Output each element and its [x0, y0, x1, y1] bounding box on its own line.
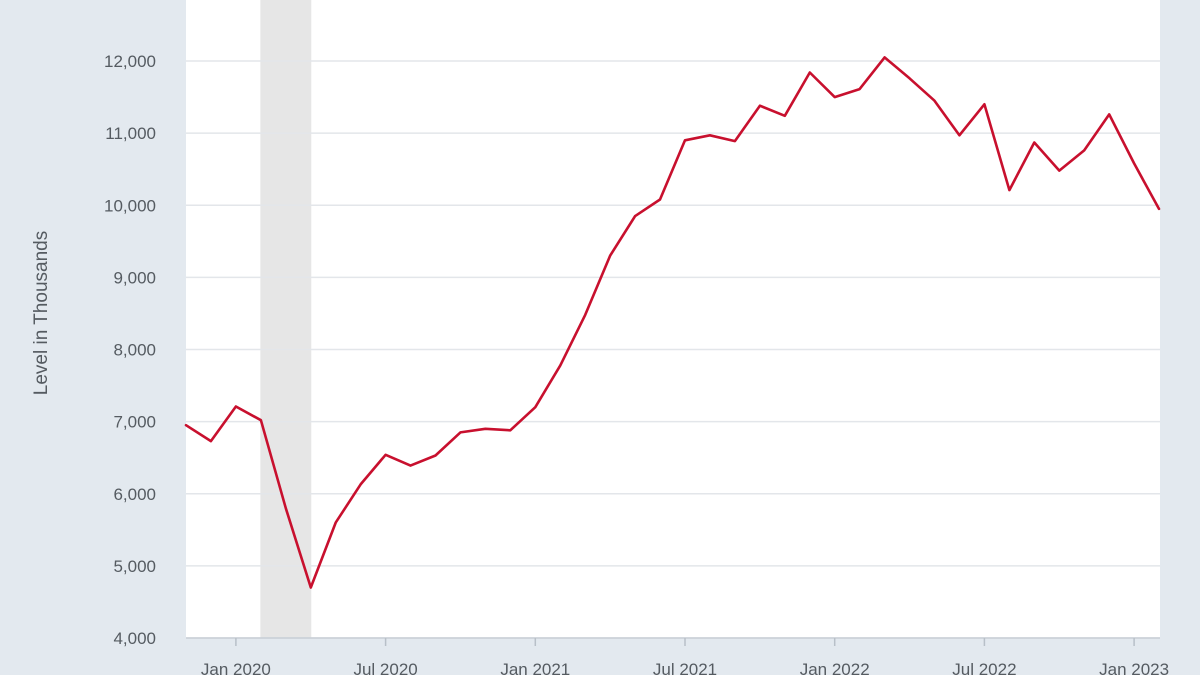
x-tick-label: Jan 2023	[1099, 660, 1169, 675]
x-tick-label: Jan 2021	[500, 660, 570, 675]
y-tick-label: 6,000	[113, 485, 156, 504]
x-tick-label: Jul 2021	[653, 660, 717, 675]
recession-band	[260, 0, 312, 638]
y-axis: 4,000 5,000 6,000 7,000 8,000 9,000 10,000 11,0…	[104, 52, 156, 648]
y-tick-label: 12,000	[104, 52, 156, 71]
x-tick-label: Jan 2022	[800, 660, 870, 675]
x-axis: Jan 2020 Jul 2020 Jan 2021 Jul 2021 Jan 2022…	[186, 637, 1169, 675]
y-axis-title: Level in Thousands	[31, 231, 52, 395]
y-tick-label: 4,000	[113, 629, 156, 648]
recession-band-layer	[260, 0, 312, 638]
y-tick-label: 11,000	[105, 124, 156, 143]
y-tick-label: 7,000	[113, 413, 156, 432]
x-tick-label: Jul 2022	[952, 660, 1016, 675]
y-tick-label: 5,000	[113, 557, 156, 576]
series-line	[184, 56, 1161, 589]
series-layer	[184, 56, 1161, 589]
plot-area	[186, 0, 1160, 638]
x-tick-label: Jan 2020	[201, 660, 271, 675]
y-tick-label: 10,000	[104, 196, 156, 215]
y-tick-label: 9,000	[113, 268, 156, 287]
gridlines	[186, 60, 1160, 639]
x-tick-label: Jul 2020	[353, 660, 417, 675]
y-tick-label: 8,000	[113, 341, 156, 360]
